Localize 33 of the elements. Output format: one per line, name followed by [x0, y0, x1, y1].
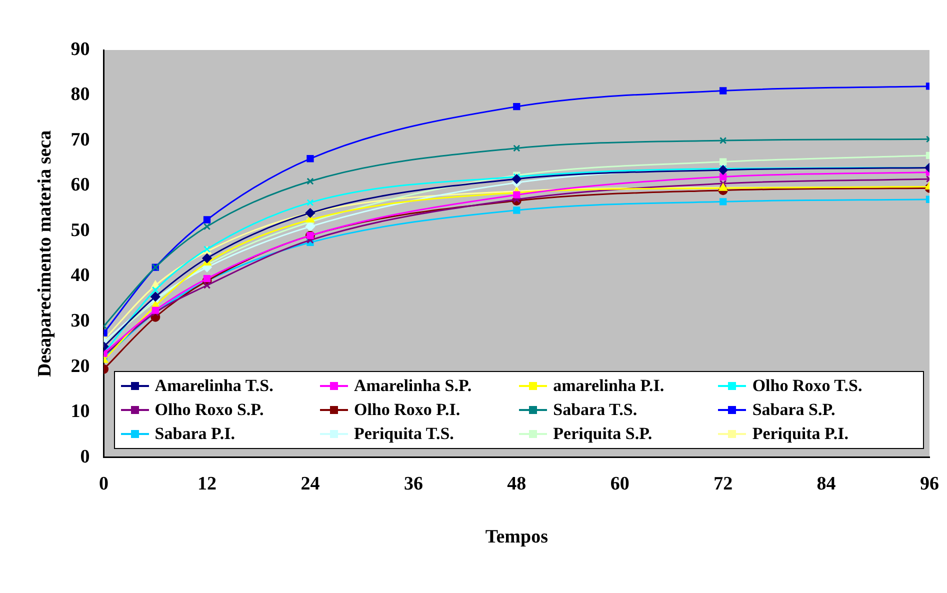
- y-tick-label: 50: [70, 220, 90, 241]
- legend-label: Periquita T.S.: [354, 424, 454, 444]
- legend-label: Olho Roxo S.P.: [154, 400, 264, 420]
- y-tick-label: 10: [70, 401, 90, 422]
- x-tick-label: 96: [920, 474, 939, 495]
- y-tick-label: 60: [70, 174, 90, 196]
- y-axis-title: Desaparecimento materia seca: [34, 130, 56, 377]
- legend-label: Olho Roxo P.I.: [354, 400, 460, 420]
- legend-label: Amarelinha S.P.: [354, 376, 472, 396]
- y-tick-label: 70: [70, 129, 90, 150]
- legend-label: Periquita P.I.: [752, 424, 848, 444]
- y-tick-label: 40: [70, 265, 90, 286]
- y-tick-label: 30: [70, 310, 90, 332]
- x-tick-label: 72: [714, 474, 733, 495]
- legend-label: Sabara T.S.: [553, 400, 638, 420]
- legend-label: Olho Roxo T.S.: [752, 376, 862, 396]
- y-tick-label: 90: [70, 38, 90, 60]
- y-tick-label: 0: [80, 446, 90, 468]
- x-tick-label: 36: [404, 474, 423, 495]
- x-tick-label: 84: [816, 474, 836, 495]
- legend-label: Sabara S.P.: [752, 400, 836, 420]
- legend-label: Sabara P.I.: [154, 424, 235, 444]
- y-tick-label: 80: [70, 84, 90, 106]
- y-tick-label: 20: [70, 356, 90, 377]
- x-axis-title: Tempos: [485, 526, 548, 548]
- x-tick-label: 0: [99, 474, 109, 495]
- x-tick-label: 24: [300, 474, 320, 495]
- legend-label: amarelinha P.I.: [553, 376, 664, 396]
- x-tick-label: 12: [198, 474, 217, 495]
- x-tick-label: 60: [610, 474, 630, 495]
- legend-label: Amarelinha T.S.: [154, 376, 274, 396]
- x-tick-label: 48: [507, 474, 526, 495]
- legend-label: Periquita S.P.: [553, 424, 652, 444]
